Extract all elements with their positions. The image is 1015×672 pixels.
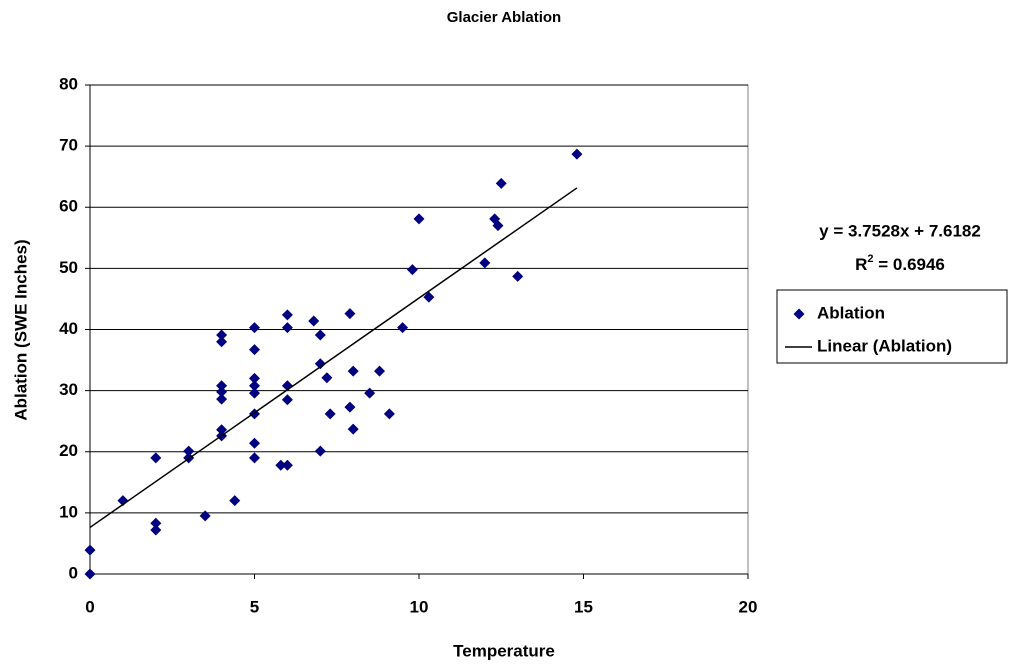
trend-r2: R2 = 0.6946 xyxy=(855,253,945,275)
point xyxy=(347,365,359,377)
point xyxy=(512,270,524,282)
y-axis-label: Ablation (SWE Inches) xyxy=(11,239,30,420)
point xyxy=(249,387,260,399)
point xyxy=(229,495,241,507)
r2-base: R xyxy=(855,255,867,274)
point xyxy=(216,424,228,436)
point xyxy=(249,372,260,384)
legend-box xyxy=(776,289,1008,364)
point xyxy=(423,291,435,303)
point xyxy=(324,408,336,420)
y-tick-label: 20 xyxy=(59,441,78,460)
point xyxy=(321,372,333,384)
trend-equation: y = 3.7528x + 7.6182 xyxy=(819,221,981,240)
point xyxy=(314,329,326,341)
point xyxy=(275,459,287,471)
point xyxy=(150,524,162,536)
point xyxy=(249,437,260,449)
r2-sup: 2 xyxy=(867,253,873,265)
point xyxy=(571,148,583,160)
point xyxy=(383,408,395,420)
point xyxy=(216,336,228,348)
point xyxy=(347,423,359,435)
x-tick-label: 5 xyxy=(250,597,259,616)
r2-rest: = 0.6946 xyxy=(874,255,945,274)
x-tick-label: 0 xyxy=(85,597,94,616)
point xyxy=(479,257,491,269)
point xyxy=(84,544,96,556)
point xyxy=(183,445,195,457)
point xyxy=(216,386,228,398)
y-tick-label: 30 xyxy=(59,380,78,399)
point xyxy=(344,308,356,320)
point xyxy=(249,380,260,392)
point xyxy=(314,358,326,370)
y-tick-label: 10 xyxy=(59,502,78,521)
point xyxy=(249,322,260,334)
x-tick-label: 15 xyxy=(574,597,593,616)
point xyxy=(364,387,376,399)
trendline xyxy=(89,187,578,529)
x-tick-label: 20 xyxy=(739,597,758,616)
point xyxy=(216,393,228,405)
point xyxy=(150,452,162,464)
point xyxy=(492,220,504,232)
point xyxy=(281,394,293,406)
point xyxy=(216,329,228,341)
point xyxy=(314,445,326,457)
chart-title: Glacier Ablation xyxy=(447,9,561,26)
point xyxy=(344,401,356,413)
x-axis-label: Temperature xyxy=(453,641,555,660)
point xyxy=(216,380,228,392)
y-tick-label: 70 xyxy=(59,136,78,155)
point xyxy=(413,213,425,225)
point xyxy=(308,315,320,327)
point xyxy=(150,517,162,529)
point xyxy=(249,452,260,464)
point xyxy=(84,568,96,580)
point xyxy=(281,459,293,471)
point xyxy=(406,264,418,276)
point xyxy=(249,344,260,356)
y-tick-label: 80 xyxy=(59,74,78,93)
point xyxy=(397,322,409,334)
point xyxy=(495,177,507,189)
y-tick-label: 60 xyxy=(59,197,78,216)
point xyxy=(374,365,386,377)
x-tick-label: 10 xyxy=(410,597,429,616)
y-tick-label: 40 xyxy=(59,319,78,338)
y-tick-label: 0 xyxy=(69,563,78,582)
y-tick-label: 50 xyxy=(59,258,78,277)
point xyxy=(199,510,211,522)
legend-marker xyxy=(793,308,805,320)
point xyxy=(281,322,293,334)
legend-label: Linear (Ablation) xyxy=(817,336,952,355)
point xyxy=(281,309,293,321)
legend-label: Ablation xyxy=(817,303,885,322)
